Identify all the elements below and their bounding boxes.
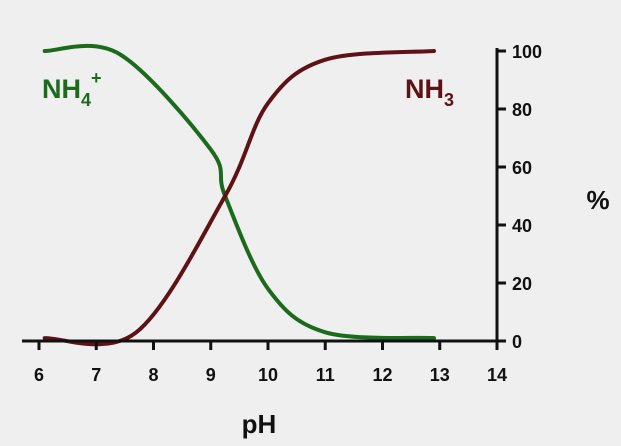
x-axis-title: pH <box>242 409 277 439</box>
series-lines <box>42 43 436 347</box>
series-line-1 <box>42 49 436 347</box>
y-tick-label: 80 <box>512 100 532 120</box>
y-tick-label: 100 <box>512 42 542 62</box>
series-line-0 <box>42 43 436 341</box>
x-tick-label: 13 <box>430 365 450 385</box>
x-axis-ticks: 6 7 8 9 10 11 12 13 14 <box>34 341 507 385</box>
series-labels: NH4+ NH3 <box>42 68 454 110</box>
x-tick-label: 11 <box>316 365 335 385</box>
x-tick-label: 10 <box>258 365 278 385</box>
x-tick-label: 12 <box>372 365 392 385</box>
y-tick-label: 60 <box>512 158 532 178</box>
x-tick-label: 7 <box>91 365 101 385</box>
x-tick-label: 9 <box>206 365 216 385</box>
y-axis-title: % <box>586 185 609 215</box>
x-tick-label: 14 <box>487 365 507 385</box>
y-tick-label: 20 <box>512 274 532 294</box>
x-tick-label: 8 <box>148 365 158 385</box>
series-label-0: NH4+ <box>42 68 102 110</box>
y-tick-label: 0 <box>512 332 522 352</box>
series-label-1: NH3 <box>405 74 454 110</box>
x-tick-label: 6 <box>34 365 44 385</box>
y-axis-ticks: 0 20 40 60 80 100 <box>497 42 542 352</box>
y-tick-label: 40 <box>512 216 532 236</box>
